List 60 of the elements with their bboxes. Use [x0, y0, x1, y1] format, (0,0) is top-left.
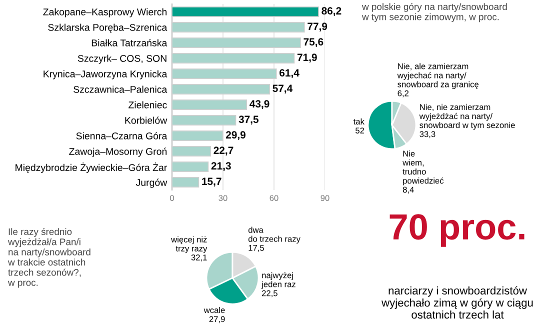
y-tick-label: Zakopane–Kasprowy Wierch: [43, 8, 167, 18]
bar: [172, 162, 209, 172]
y-tick-label: Białka Tatrzańska: [92, 39, 168, 46]
data-label: 52: [356, 128, 364, 134]
y-tick-label: Sienna–Czarna Góra: [76, 132, 168, 140]
slice-label: najwyżej jeden raz: [261, 272, 296, 289]
y-tick-label: Szklarska Poręba–Szrenica: [48, 24, 168, 33]
bar: [172, 22, 305, 32]
data-label: 86,2: [322, 7, 342, 16]
bar: [172, 115, 236, 126]
data-label: 32,1: [191, 254, 207, 262]
data-label: 8,4: [402, 186, 414, 194]
y-tick-label: Zawoja–Mosorny Groń: [69, 148, 167, 157]
x-tick-label: 0: [170, 195, 174, 201]
chart-title: w polskie góry na narty/snowboard w tym sezonie zimowym, w proc.: [362, 3, 507, 22]
bar: [172, 130, 224, 141]
slice-label: Nie, ale zamierzam wyjechać na narty/ snowboard za granicę: [397, 63, 479, 89]
data-label: 77,9: [308, 22, 328, 32]
data-label: 27,9: [209, 316, 225, 324]
bar: [172, 53, 295, 64]
x-tick-label: 60: [270, 195, 278, 201]
slice-label: Nie, nie zamierzam wyjeżdżać na narty/ snowboard w tym sezonie: [419, 104, 515, 130]
slice-label: Nie wiem, trudno powiedzieć: [402, 150, 444, 186]
data-label: 29,9: [226, 131, 246, 140]
data-label: 33,3: [420, 131, 436, 138]
bar: [172, 100, 248, 110]
slice-label: dwa do trzech razy: [248, 226, 300, 244]
slice-label: więcej niż trzy razy: [171, 236, 208, 254]
bar: [172, 38, 301, 48]
text: narciarzy i snowboardzistów wyjechało zimą w góry w ciągu ostatnich trzech lat: [382, 286, 533, 319]
bar: [172, 84, 270, 94]
bar: [172, 6, 319, 17]
x-tick-label: 30: [218, 195, 228, 201]
data-label: 57,4: [272, 84, 293, 94]
slice-label: tak: [353, 118, 364, 125]
data-label: 15,7: [202, 178, 222, 187]
data-label: 37,5: [238, 116, 259, 125]
y-tick-label: Szczawnica–Palenica: [74, 86, 168, 93]
y-tick-label: Międzybrodzie Żywieckie–Góra Żar: [16, 162, 167, 173]
slice-label: wcale: [204, 306, 225, 314]
data-label: 71,9: [297, 54, 317, 63]
data-label: 43,9: [250, 100, 270, 110]
bar: [172, 177, 200, 188]
y-tick-label: Korbielów: [125, 116, 168, 124]
y-tick-label: Krynica–Jaworzyna Krynicka: [44, 70, 168, 80]
data-label: 6,2: [398, 90, 409, 98]
y-tick-label: Zieleniec: [128, 101, 167, 108]
data-label: 21,3: [211, 162, 231, 172]
data-label: 61,4: [280, 69, 300, 78]
y-tick-label: Szczyrk– COS, SON: [78, 54, 166, 64]
bar: [172, 68, 277, 79]
data-label: 22,5: [262, 290, 278, 298]
data-label: 75,6: [304, 38, 324, 48]
bar: [172, 146, 212, 156]
data-label: 22,7: [214, 146, 234, 156]
text: 70 proc.: [390, 214, 524, 247]
x-tick-label: 90: [320, 195, 330, 201]
y-tick-label: Jurgów: [136, 178, 168, 188]
text: Ile razy średnio wyjeżdżał/a Pan/i na narty/snowboard w trakcie ostatnich trzech sezonów?, w proc.: [8, 228, 90, 288]
data-label: 17,5: [248, 245, 264, 252]
